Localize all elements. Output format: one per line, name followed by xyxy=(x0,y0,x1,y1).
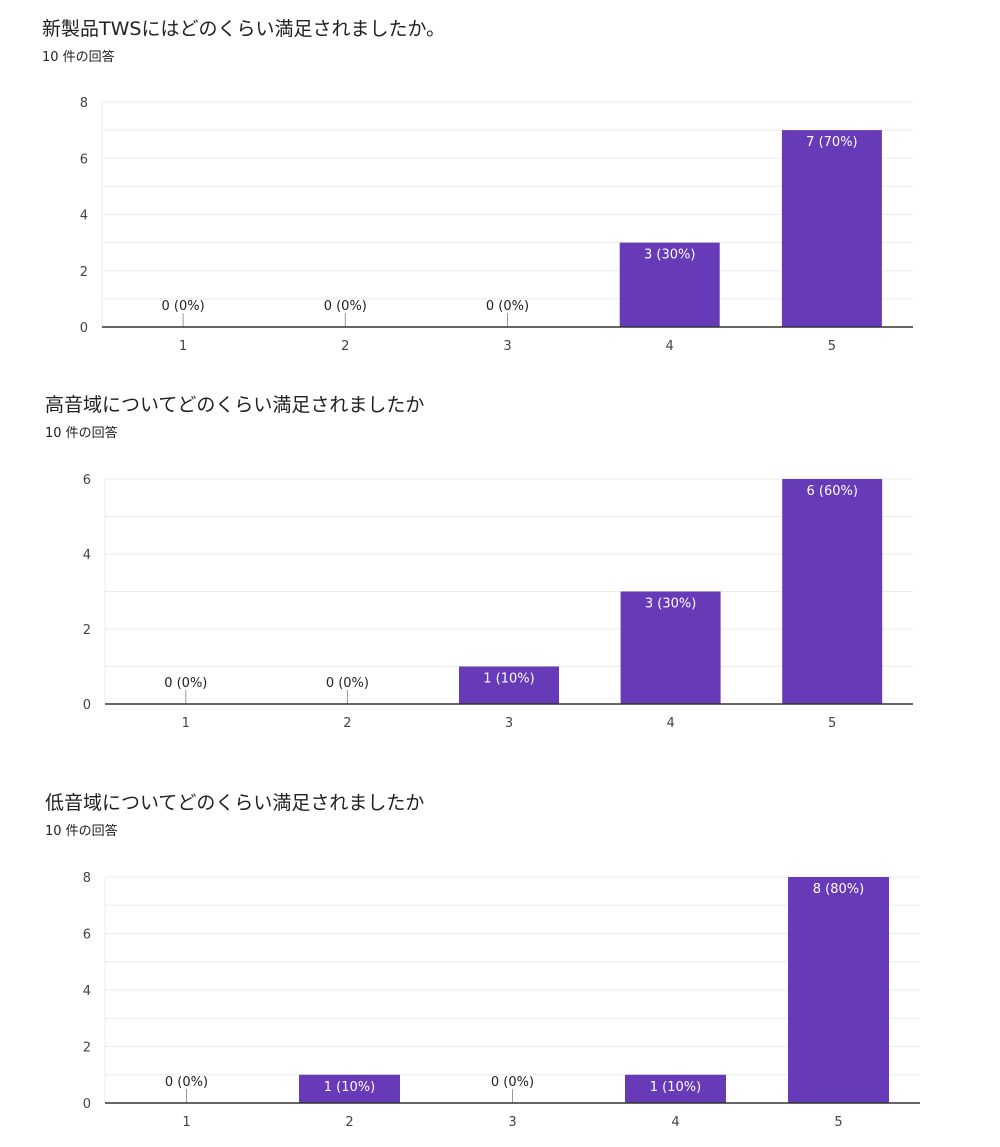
y-tick-label: 0 xyxy=(80,321,88,336)
x-tick-label: 5 xyxy=(828,339,836,354)
data-label: 0 (0%) xyxy=(162,299,205,314)
bar-chart: 0 2 4 6 0 (0%) 1 0 (0%) 2 1 (10%) 3 3 (30%) 4 6 (60%… xyxy=(83,473,913,731)
y-tick-label: 8 xyxy=(80,96,88,111)
data-label: 1 (10%) xyxy=(324,1080,375,1095)
x-tick-label: 2 xyxy=(341,339,349,354)
y-tick-label: 6 xyxy=(83,928,91,943)
y-tick-label: 6 xyxy=(80,152,88,167)
chart-section-1: 新製品TWSにはどのくらい満足されましたか。 10 件の回答 0 2 4 6 8 0 (0… xyxy=(0,0,1000,370)
data-label: 8 (80%) xyxy=(813,882,864,897)
x-tick-label: 4 xyxy=(671,1115,679,1130)
y-tick-label: 4 xyxy=(80,209,88,224)
data-label: 1 (10%) xyxy=(650,1080,701,1095)
x-tick-label: 4 xyxy=(666,716,674,731)
response-count: 10 件の回答 xyxy=(45,824,118,839)
x-tick-label: 5 xyxy=(828,716,836,731)
data-label: 0 (0%) xyxy=(491,1075,534,1090)
data-label: 3 (30%) xyxy=(645,597,696,612)
data-label: 0 (0%) xyxy=(326,676,369,691)
x-tick-label: 1 xyxy=(179,339,187,354)
x-tick-label: 3 xyxy=(503,339,511,354)
question-title: 低音域についてどのくらい満足されましたか xyxy=(45,792,425,814)
chart-section-3: 低音域についてどのくらい満足されましたか 10 件の回答 0 2 4 6 8 0 (0%)… xyxy=(0,774,1000,1147)
x-tick-label: 4 xyxy=(666,339,674,354)
bar xyxy=(299,1074,400,1103)
data-label: 7 (70%) xyxy=(806,135,857,150)
y-tick-label: 4 xyxy=(83,984,91,999)
bar-chart: 0 2 4 6 8 0 (0%) 1 1 (10%) 2 0 (0%) 3 1 (10%) 4 8 (80… xyxy=(83,871,920,1130)
bar xyxy=(459,666,559,704)
y-tick-label: 2 xyxy=(80,265,88,280)
y-tick-label: 2 xyxy=(83,623,91,638)
question-title: 新製品TWSにはどのくらい満足されましたか。 xyxy=(42,18,446,40)
x-tick-label: 3 xyxy=(505,716,513,731)
x-tick-label: 1 xyxy=(182,716,190,731)
chart-section-2: 高音域についてどのくらい満足されましたか 10 件の回答 0 2 4 6 0 (0%) 1… xyxy=(0,376,1000,736)
data-label: 0 (0%) xyxy=(164,676,207,691)
x-tick-label: 1 xyxy=(182,1115,190,1130)
bar-chart: 0 2 4 6 8 0 (0%) 1 0 (0%) 2 0 (0%) 3 3 (30%) 4 7 (70%… xyxy=(80,96,913,354)
response-count: 10 件の回答 xyxy=(42,50,115,65)
y-tick-label: 4 xyxy=(83,548,91,563)
data-label: 3 (30%) xyxy=(644,248,695,263)
bar xyxy=(781,130,882,327)
question-title: 高音域についてどのくらい満足されましたか xyxy=(45,394,425,416)
data-label: 0 (0%) xyxy=(486,299,529,314)
y-tick-label: 2 xyxy=(83,1041,91,1056)
x-tick-label: 3 xyxy=(508,1115,516,1130)
bar xyxy=(782,479,883,704)
data-label: 0 (0%) xyxy=(324,299,367,314)
bar xyxy=(625,1074,726,1103)
y-tick-label: 0 xyxy=(83,698,91,713)
data-label: 1 (10%) xyxy=(483,672,534,687)
x-tick-label: 5 xyxy=(834,1115,842,1130)
y-tick-label: 0 xyxy=(83,1097,91,1112)
data-label: 6 (60%) xyxy=(806,484,857,499)
y-tick-label: 6 xyxy=(83,473,91,488)
bar xyxy=(619,242,720,327)
y-tick-label: 8 xyxy=(83,871,91,886)
x-tick-label: 2 xyxy=(345,1115,353,1130)
x-tick-label: 2 xyxy=(343,716,351,731)
data-label: 0 (0%) xyxy=(165,1075,208,1090)
bar xyxy=(620,591,721,704)
response-count: 10 件の回答 xyxy=(45,426,118,441)
bar xyxy=(788,877,889,1103)
